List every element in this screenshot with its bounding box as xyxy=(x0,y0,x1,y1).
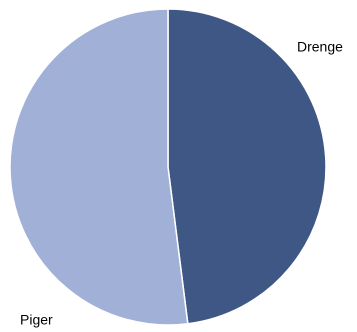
slice-label: Drenge xyxy=(297,39,343,55)
pie-slice xyxy=(9,8,189,326)
slice-label: Piger xyxy=(20,312,53,328)
pie-slice xyxy=(167,8,327,325)
